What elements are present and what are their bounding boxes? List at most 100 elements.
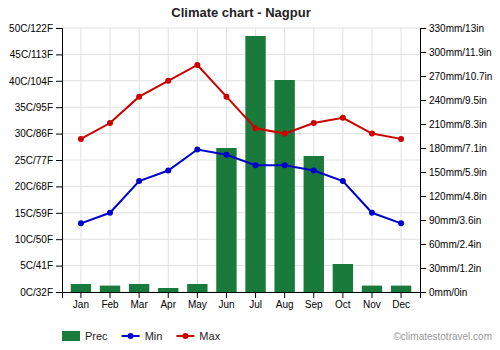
marker: [398, 220, 404, 226]
tick: Mar: [131, 292, 149, 310]
tick-mark: [56, 107, 62, 108]
tick-mark: [56, 81, 62, 82]
tick: 150mm/5.9in: [420, 167, 487, 178]
legend: Prec Min Max: [62, 330, 221, 342]
grid-line-x: [401, 28, 402, 292]
tick-label: 15C/59F: [15, 208, 53, 219]
tick-label: 30C/86F: [15, 128, 53, 139]
bar: [333, 264, 353, 292]
tick-label: Apr: [160, 299, 176, 310]
tick-label: Nov: [363, 299, 381, 310]
grid-line-y: [62, 212, 420, 213]
marker: [340, 115, 346, 121]
tick-label: 90mm/3.6in: [429, 215, 481, 226]
grid-line-y: [62, 107, 420, 108]
tick: 210mm/8.3in: [420, 119, 487, 130]
grid-line-x: [139, 28, 140, 292]
y-axis-left: 0C/32F5C/41F10C/50F15C/59F20C/68F25C/77F…: [9, 23, 62, 298]
tick: Jul: [249, 292, 262, 310]
marker: [311, 120, 317, 126]
tick-mark: [56, 186, 62, 187]
y-axis-right: 0mm/0in30mm/1.2in60mm/2.4in90mm/3.6in120…: [420, 23, 492, 298]
marker: [78, 136, 84, 142]
bar: [304, 156, 324, 292]
legend-swatch: [62, 331, 80, 341]
tick-mark: [255, 292, 256, 298]
tick-mark: [313, 292, 314, 298]
tick-label: May: [188, 299, 207, 310]
title: Climate chart - Nagpur: [171, 5, 310, 20]
legend-label: Min: [145, 330, 163, 342]
tick-mark: [420, 148, 426, 149]
marker: [253, 125, 259, 131]
tick-mark: [342, 292, 343, 298]
grid-line-y: [62, 239, 420, 240]
line-series: [78, 62, 404, 142]
bar: [362, 286, 382, 292]
tick: 20C/68F: [15, 181, 62, 192]
tick-mark: [56, 160, 62, 161]
tick-label: 180mm/7.1in: [429, 143, 487, 154]
grid-line-y: [62, 265, 420, 266]
line: [81, 65, 401, 139]
tick: 240mm/9.5in: [420, 95, 487, 106]
tick: 10C/50F: [15, 234, 62, 245]
tick: 45C/113F: [10, 49, 62, 60]
bar: [158, 288, 178, 292]
tick-label: 210mm/8.3in: [429, 119, 487, 130]
tick: Nov: [363, 292, 381, 310]
tick: 180mm/7.1in: [420, 143, 487, 154]
tick-mark: [56, 239, 62, 240]
legend-label: Max: [199, 330, 220, 342]
bar: [100, 286, 120, 292]
tick-label: 20C/68F: [15, 181, 53, 192]
marker: [282, 131, 288, 137]
tick-label: 0C/32F: [20, 287, 53, 298]
tick: 35C/95F: [15, 102, 62, 113]
tick-mark: [168, 292, 169, 298]
grid-line-x: [110, 28, 111, 292]
marker: [369, 131, 375, 137]
tick-mark: [56, 54, 62, 55]
tick-label: 35C/95F: [15, 102, 53, 113]
tick-label: 150mm/5.9in: [429, 167, 487, 178]
grid-line-x: [168, 28, 169, 292]
tick: Oct: [335, 292, 351, 310]
grid-line-x: [342, 28, 343, 292]
tick-mark: [56, 28, 62, 29]
bar: [187, 284, 207, 292]
tick-label: Dec: [392, 299, 410, 310]
tick-label: 30mm/1.2in: [429, 263, 481, 274]
bar: [216, 148, 236, 292]
marker: [107, 210, 113, 216]
tick-label: 300mm/11.9in: [429, 47, 492, 58]
tick: May: [188, 292, 207, 310]
legend-label: Prec: [85, 330, 108, 342]
marker: [107, 120, 113, 126]
tick: 270mm/10.7in: [420, 71, 492, 82]
line-series: [78, 146, 404, 226]
tick-mark: [110, 292, 111, 298]
tick-label: Aug: [276, 299, 294, 310]
line: [81, 149, 401, 223]
marker: [282, 162, 288, 168]
tick-mark: [420, 220, 426, 221]
tick-label: 40C/104F: [9, 76, 53, 87]
bar-series: [71, 36, 412, 292]
grid-line-y: [62, 28, 420, 29]
marker: [223, 152, 229, 158]
marker: [136, 178, 142, 184]
grid-line-x: [371, 28, 372, 292]
tick-mark: [420, 52, 426, 53]
plot-area: [71, 36, 412, 292]
legend-item: Min: [122, 330, 163, 342]
tick: Jan: [73, 292, 89, 310]
tick-label: 330mm/13in: [429, 23, 484, 34]
x-axis: JanFebMarAprMayJunJulAugSepOctNovDec: [63, 292, 421, 310]
tick: Dec: [392, 292, 410, 310]
chart: JanFebMarAprMayJunJulAugSepOctNovDec0C/3…: [0, 0, 500, 350]
tick: Feb: [101, 292, 119, 310]
tick: 300mm/11.9in: [420, 47, 492, 58]
tick: 0mm/0in: [420, 287, 467, 298]
bar: [274, 80, 294, 292]
